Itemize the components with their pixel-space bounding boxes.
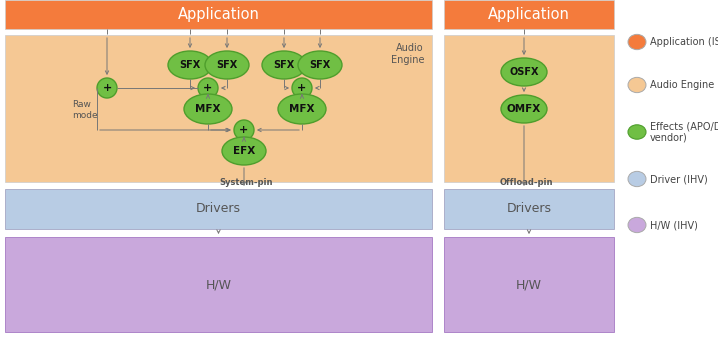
Text: Drivers: Drivers xyxy=(196,203,241,215)
Text: Offload-pin: Offload-pin xyxy=(499,178,553,187)
Ellipse shape xyxy=(628,34,646,50)
Bar xyxy=(444,35,614,182)
Text: Audio
Engine: Audio Engine xyxy=(391,43,424,65)
Bar xyxy=(5,189,432,229)
Bar xyxy=(5,237,432,332)
Ellipse shape xyxy=(628,217,646,233)
Ellipse shape xyxy=(628,78,646,93)
Ellipse shape xyxy=(168,51,212,79)
Text: Application: Application xyxy=(177,7,259,22)
Text: +: + xyxy=(297,83,307,93)
Text: +: + xyxy=(239,125,248,135)
Text: H/W: H/W xyxy=(205,278,231,291)
Text: H/W: H/W xyxy=(516,278,542,291)
Ellipse shape xyxy=(222,137,266,165)
Text: MFX: MFX xyxy=(289,104,314,114)
Text: SFX: SFX xyxy=(180,60,200,70)
Text: OMFX: OMFX xyxy=(507,104,541,114)
Text: EFX: EFX xyxy=(233,146,255,156)
Text: System-pin: System-pin xyxy=(219,178,273,187)
Ellipse shape xyxy=(292,78,312,98)
Ellipse shape xyxy=(501,58,547,86)
Bar xyxy=(5,35,432,182)
Text: +: + xyxy=(203,83,213,93)
Ellipse shape xyxy=(298,51,342,79)
Text: SFX: SFX xyxy=(216,60,238,70)
Ellipse shape xyxy=(278,94,326,124)
Bar xyxy=(444,189,614,229)
Text: Raw
mode: Raw mode xyxy=(72,100,98,120)
Text: OSFX: OSFX xyxy=(509,67,538,77)
Text: SFX: SFX xyxy=(274,60,294,70)
Ellipse shape xyxy=(97,78,117,98)
Ellipse shape xyxy=(234,120,254,140)
Text: Driver (IHV): Driver (IHV) xyxy=(650,174,708,184)
Bar xyxy=(444,237,614,332)
Text: H/W (IHV): H/W (IHV) xyxy=(650,220,698,230)
Bar xyxy=(5,0,432,29)
Ellipse shape xyxy=(184,94,232,124)
Text: SFX: SFX xyxy=(309,60,330,70)
Text: Drivers: Drivers xyxy=(506,203,551,215)
Text: +: + xyxy=(103,83,111,93)
Ellipse shape xyxy=(262,51,306,79)
Ellipse shape xyxy=(628,125,646,139)
Text: Audio Engine (MS): Audio Engine (MS) xyxy=(650,80,718,90)
Bar xyxy=(444,0,614,29)
Text: Application (ISV): Application (ISV) xyxy=(650,37,718,47)
Ellipse shape xyxy=(501,95,547,123)
Ellipse shape xyxy=(628,171,646,187)
Ellipse shape xyxy=(198,78,218,98)
Text: MFX: MFX xyxy=(195,104,220,114)
Text: Application: Application xyxy=(488,7,570,22)
Text: Effects (APO/DSP
vendor): Effects (APO/DSP vendor) xyxy=(650,121,718,143)
Ellipse shape xyxy=(205,51,249,79)
